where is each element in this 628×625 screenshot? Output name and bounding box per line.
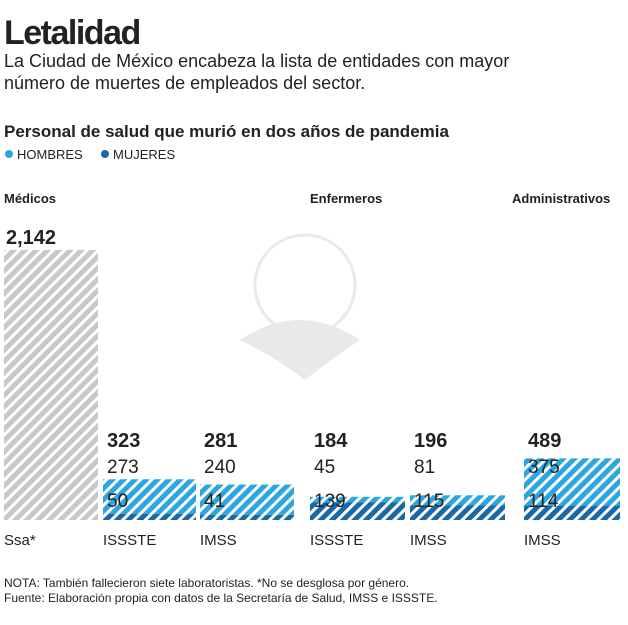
total-label: 2,142 — [6, 227, 56, 249]
group-label: Médicos — [4, 191, 56, 206]
x-tick-label: ISSSTE — [103, 532, 156, 549]
watermark — [240, 233, 360, 380]
value-label: 240 — [204, 457, 236, 478]
bar-segment — [103, 513, 196, 520]
bar-segment — [103, 479, 196, 514]
bar-segment — [410, 505, 505, 520]
legend-swatch — [5, 150, 13, 158]
value-label: 41 — [204, 491, 225, 512]
group-label: Administrativos — [512, 191, 610, 206]
value-label: 50 — [107, 491, 128, 512]
bar-segment — [200, 514, 294, 520]
value-label: 375 — [528, 457, 560, 478]
value-label: 273 — [107, 457, 139, 478]
total-label: 323 — [107, 430, 140, 452]
value-label: 81 — [414, 457, 435, 478]
bar-segment — [410, 495, 505, 506]
x-tick-label: IMSS — [200, 532, 237, 549]
x-tick-label: ISSSTE — [310, 532, 363, 549]
chart-title: Personal de salud que murió en dos años … — [4, 122, 449, 141]
total-label: 489 — [528, 430, 561, 452]
title: Letalidad — [4, 14, 140, 52]
total-label: 184 — [314, 430, 348, 452]
bar-segment — [524, 458, 620, 506]
subtitle-box: La Ciudad de México encabeza la lista de… — [4, 51, 510, 93]
bar-segment — [310, 496, 405, 503]
subtitle: La Ciudad de México encabeza la lista de… — [4, 51, 510, 93]
x-tick-label: IMSS — [524, 532, 561, 549]
note: NOTA: También fallecieron siete laborato… — [4, 576, 409, 590]
group-label: Enfermeros — [310, 191, 382, 206]
note: Fuente: Elaboración propia con datos de … — [4, 591, 438, 605]
bar-segment — [310, 502, 405, 520]
value-label: 139 — [314, 491, 346, 512]
value-label: 45 — [314, 457, 335, 478]
bar-segment — [524, 505, 620, 520]
value-label: 115 — [414, 491, 444, 512]
value-label: 114 — [528, 491, 559, 512]
legend-swatch — [101, 150, 109, 158]
x-tick-label: IMSS — [410, 532, 447, 549]
total-bar — [4, 249, 98, 520]
total-label: 196 — [414, 430, 447, 452]
total-label: 281 — [204, 430, 237, 452]
x-tick-label: Ssa* — [4, 532, 36, 549]
legend-label: HOMBRES — [17, 147, 83, 162]
bar-segment — [200, 484, 294, 515]
legend-label: MUJERES — [113, 147, 175, 162]
